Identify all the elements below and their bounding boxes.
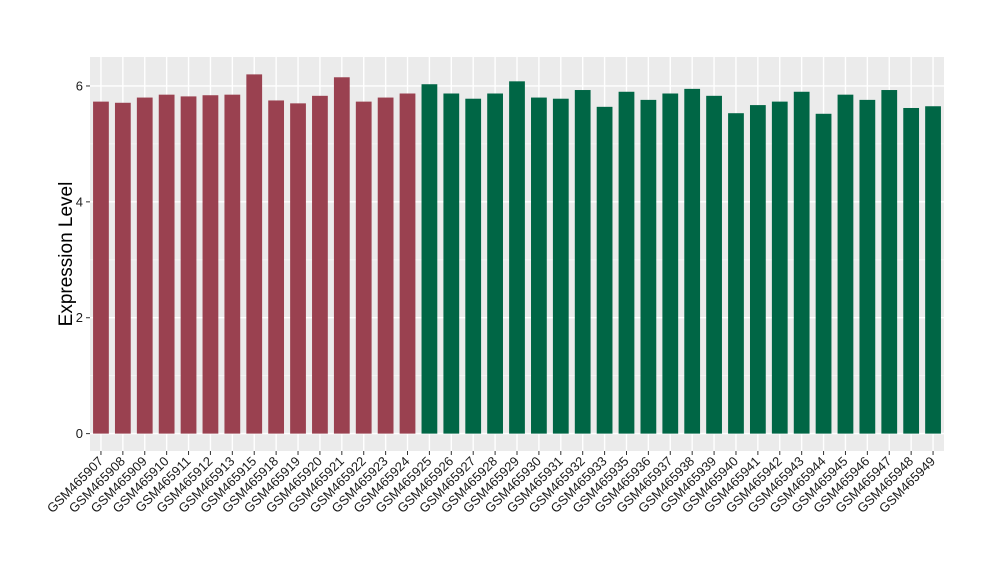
bar-GSM465942	[771, 101, 788, 434]
bar-GSM465927	[465, 98, 482, 434]
bar-GSM465929	[509, 81, 525, 434]
bar-GSM465921	[333, 77, 350, 434]
bar-GSM465922	[355, 101, 372, 434]
bar-GSM465943	[793, 91, 810, 434]
bar-GSM465913	[224, 94, 241, 434]
bar-GSM465936	[640, 99, 657, 434]
bar-GSM465923	[377, 97, 394, 434]
bar-GSM465919	[290, 103, 306, 434]
bar-GSM465931	[552, 98, 569, 434]
y-tick-label: 4	[76, 194, 83, 209]
bar-GSM465939	[706, 95, 722, 434]
bar-GSM465915	[246, 74, 263, 434]
bar-GSM465946	[859, 99, 876, 434]
bar-GSM465933	[596, 106, 613, 434]
bar-GSM465949	[925, 106, 941, 434]
bar-GSM465932	[574, 90, 591, 434]
bar-GSM465928	[487, 93, 503, 434]
bar-GSM465920	[312, 95, 328, 434]
bar-GSM465907	[93, 101, 109, 434]
bar-GSM465918	[268, 100, 285, 434]
bar-GSM465908	[114, 102, 131, 434]
y-axis-title: Expression Level	[56, 182, 77, 327]
bar-GSM465925	[421, 84, 438, 434]
bar-GSM465926	[443, 93, 460, 434]
bar-GSM465930	[531, 97, 547, 434]
bar-GSM465947	[881, 90, 898, 434]
bar-GSM465940	[728, 113, 744, 434]
bar-GSM465935	[618, 91, 635, 434]
bar-GSM465911	[180, 96, 197, 434]
bar-GSM465912	[202, 95, 219, 434]
y-tick-label: 6	[76, 78, 83, 93]
bar-GSM465938	[684, 88, 701, 434]
bar-GSM465945	[837, 94, 854, 434]
bar-GSM465924	[399, 93, 416, 434]
bar-GSM465937	[662, 93, 679, 434]
bar-GSM465910	[158, 94, 175, 434]
bar-GSM465944	[815, 113, 832, 434]
y-tick-label: 2	[76, 310, 83, 325]
bar-GSM465941	[749, 105, 766, 434]
y-tick-label: 0	[76, 426, 83, 441]
bar-GSM465909	[136, 97, 153, 434]
bar-GSM465948	[903, 107, 920, 434]
